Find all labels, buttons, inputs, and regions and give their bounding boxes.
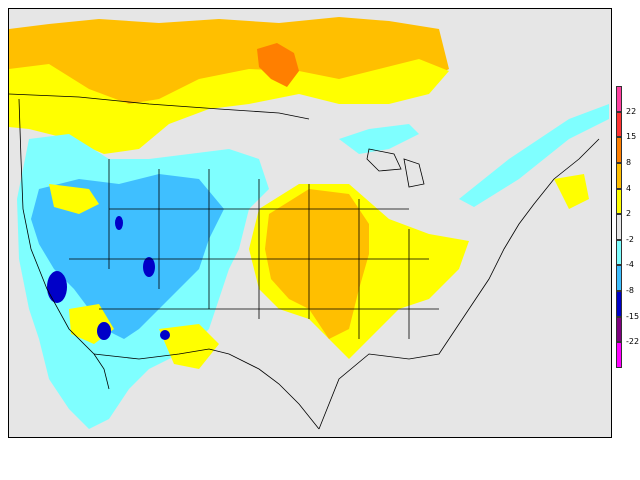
gulf-coast — [318, 338, 450, 430]
anomaly-core-utah — [143, 257, 155, 277]
anomaly-region-northeast-yellow — [554, 174, 589, 209]
legend-tick-label: -2 — [626, 234, 634, 244]
great-lake-1 — [366, 148, 402, 172]
legend-tick-label: 4 — [626, 183, 632, 193]
legend-swatch — [616, 316, 622, 343]
anomaly-region-great-lakes-cyan — [339, 124, 419, 154]
legend-swatch — [616, 162, 622, 189]
mexico-border — [93, 348, 320, 430]
east-coast — [448, 138, 600, 340]
canada-border — [9, 93, 310, 120]
anomaly-region-central-orange — [265, 189, 369, 339]
anomaly-map — [9, 9, 611, 437]
legend-swatch — [616, 137, 622, 163]
anomaly-region-canada-deep-orange — [257, 43, 299, 87]
legend-tick-label: -22 — [626, 337, 640, 347]
west-coast — [18, 98, 110, 390]
legend-tick-label: 15 — [626, 132, 637, 142]
legend-swatch — [616, 342, 622, 368]
legend-tick-label: -15 — [626, 311, 640, 321]
anomaly-region-west-yellow-1 — [49, 184, 99, 214]
legend-swatch — [616, 265, 622, 292]
anomaly-core-nevada — [115, 216, 123, 230]
legend-swatch — [616, 291, 622, 317]
legend-swatch — [616, 86, 622, 112]
legend-swatch — [616, 188, 622, 215]
anomaly-region-canada-yellow — [9, 59, 449, 154]
map-frame — [8, 8, 612, 438]
anomaly-region-west-yellow-3 — [159, 324, 219, 369]
legend-tick-label: 8 — [626, 157, 632, 167]
legend-swatch — [616, 214, 622, 240]
legend-tick-label: 2 — [626, 209, 632, 219]
legend-tick-label: -8 — [626, 286, 634, 296]
map-outlines — [9, 93, 600, 430]
great-lake-2 — [403, 158, 425, 188]
anomaly-region-northeast-cyan — [459, 104, 609, 207]
anomaly-core-new-mexico — [160, 330, 170, 340]
anomaly-core-california — [47, 271, 67, 303]
anomaly-core-arizona — [97, 322, 111, 340]
anomaly-region-west-blue — [31, 174, 224, 339]
legend-tick-label: 22 — [626, 106, 637, 116]
legend-swatch — [616, 111, 622, 138]
legend-tick-label: -4 — [626, 260, 634, 270]
legend-swatch — [616, 239, 622, 266]
color-legend: 22 15 8 4 2 -2 -4 -8 -15 -22 — [616, 86, 640, 368]
